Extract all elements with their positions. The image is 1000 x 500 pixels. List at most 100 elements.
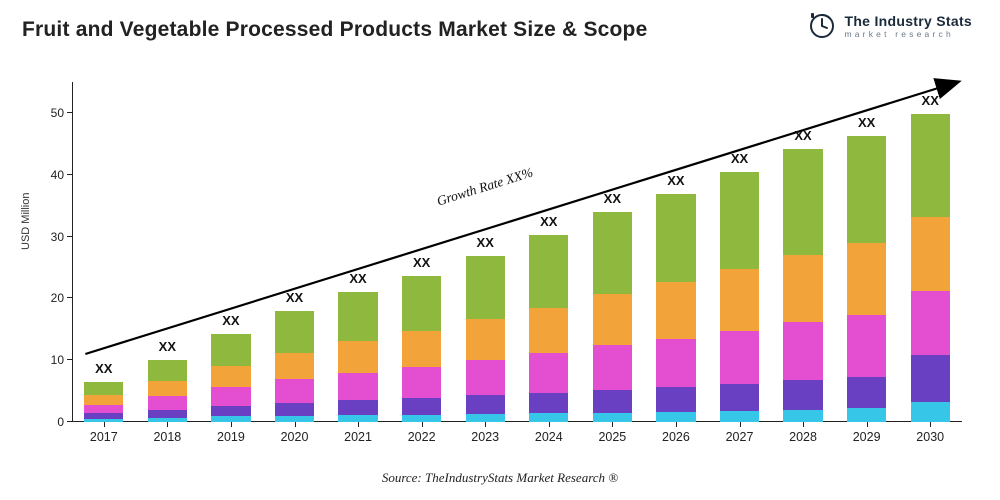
- bar-segment: [911, 355, 950, 401]
- bar-value-label: XX: [95, 361, 112, 376]
- x-tick-label: 2027: [726, 430, 754, 444]
- bar-segment: [402, 331, 441, 367]
- chart-plot-area: Growth Rate XX% 01020304050XX2017XX2018X…: [72, 82, 962, 422]
- bar: XX: [148, 360, 187, 422]
- x-tick-label: 2028: [789, 430, 817, 444]
- x-tick-label: 2019: [217, 430, 245, 444]
- bar-segment: [466, 319, 505, 360]
- bar-segment: [402, 367, 441, 398]
- x-tick-label: 2020: [281, 430, 309, 444]
- bar-segment: [720, 172, 759, 270]
- bar: XX: [466, 256, 505, 422]
- bar-segment: [847, 243, 886, 315]
- bar-segment: [275, 353, 314, 380]
- bar-segment: [466, 256, 505, 320]
- bar: XX: [911, 114, 950, 422]
- bar-segment: [720, 331, 759, 384]
- y-tick-label: 20: [51, 291, 64, 305]
- bar-segment: [911, 291, 950, 355]
- y-tick-mark: [67, 359, 72, 360]
- logo-main-text: The Industry Stats: [844, 14, 972, 28]
- bar-segment: [529, 413, 568, 422]
- bar-segment: [593, 294, 632, 345]
- bar: XX: [275, 311, 314, 422]
- bar-value-label: XX: [413, 255, 430, 270]
- bar-segment: [338, 341, 377, 373]
- bar-segment: [656, 387, 695, 412]
- bar-segment: [847, 377, 886, 409]
- bar-segment: [211, 387, 250, 406]
- bar-value-label: XX: [540, 214, 557, 229]
- bar: XX: [847, 136, 886, 422]
- bar-segment: [211, 366, 250, 387]
- bar-segment: [275, 379, 314, 402]
- x-tick-label: 2026: [662, 430, 690, 444]
- y-tick-mark: [67, 236, 72, 237]
- x-tick-mark: [676, 422, 677, 427]
- bar-segment: [84, 395, 123, 404]
- bar-segment: [656, 194, 695, 282]
- y-axis-label: USD Million: [20, 193, 32, 250]
- x-tick-label: 2018: [153, 430, 181, 444]
- chart-container: Fruit and Vegetable Processed Products M…: [0, 0, 1000, 500]
- bar-segment: [466, 360, 505, 395]
- bar-segment: [593, 413, 632, 422]
- bar: XX: [720, 172, 759, 422]
- bar: XX: [211, 334, 250, 422]
- bar-segment: [783, 149, 822, 254]
- bar-segment: [211, 406, 250, 417]
- bar-segment: [593, 212, 632, 294]
- y-tick-label: 50: [51, 106, 64, 120]
- x-tick-mark: [295, 422, 296, 427]
- bar-segment: [847, 315, 886, 377]
- bar-segment: [656, 282, 695, 338]
- bar: XX: [402, 276, 441, 422]
- bar-segment: [911, 402, 950, 422]
- y-tick-label: 30: [51, 230, 64, 244]
- x-tick-mark: [803, 422, 804, 427]
- bar-segment: [783, 322, 822, 380]
- bar-segment: [783, 410, 822, 422]
- bar-segment: [211, 334, 250, 366]
- bar-segment: [529, 353, 568, 393]
- bar-segment: [720, 384, 759, 411]
- y-tick-mark: [67, 297, 72, 298]
- bar-segment: [338, 292, 377, 341]
- bar: XX: [593, 212, 632, 422]
- bar-segment: [783, 380, 822, 410]
- trend-arrow: [72, 82, 962, 422]
- bar-segment: [593, 390, 632, 413]
- bar-value-label: XX: [349, 271, 366, 286]
- logo-sub-text: market research: [844, 30, 972, 39]
- bar-value-label: XX: [731, 151, 748, 166]
- bar-segment: [529, 393, 568, 413]
- bar-segment: [84, 405, 123, 414]
- brand-logo: The Industry Stats market research: [808, 12, 972, 40]
- x-tick-mark: [930, 422, 931, 427]
- bar-segment: [148, 410, 187, 418]
- x-tick-label: 2023: [471, 430, 499, 444]
- x-tick-label: 2017: [90, 430, 118, 444]
- x-tick-mark: [231, 422, 232, 427]
- bar-segment: [402, 276, 441, 331]
- bar-value-label: XX: [286, 290, 303, 305]
- bar-segment: [275, 311, 314, 352]
- bar-value-label: XX: [477, 235, 494, 250]
- bar-segment: [338, 373, 377, 401]
- bar-segment: [148, 381, 187, 396]
- bar: XX: [783, 149, 822, 422]
- bar-segment: [529, 235, 568, 307]
- x-tick-mark: [867, 422, 868, 427]
- bar-value-label: XX: [794, 128, 811, 143]
- bar-segment: [466, 395, 505, 414]
- bar-value-label: XX: [222, 313, 239, 328]
- y-tick-mark: [67, 421, 72, 422]
- y-tick-label: 40: [51, 168, 64, 182]
- bar: XX: [656, 194, 695, 422]
- bar-segment: [275, 403, 314, 416]
- bar-segment: [656, 339, 695, 388]
- bar-segment: [148, 396, 187, 410]
- bar-segment: [720, 269, 759, 330]
- bar-value-label: XX: [858, 115, 875, 130]
- x-tick-mark: [612, 422, 613, 427]
